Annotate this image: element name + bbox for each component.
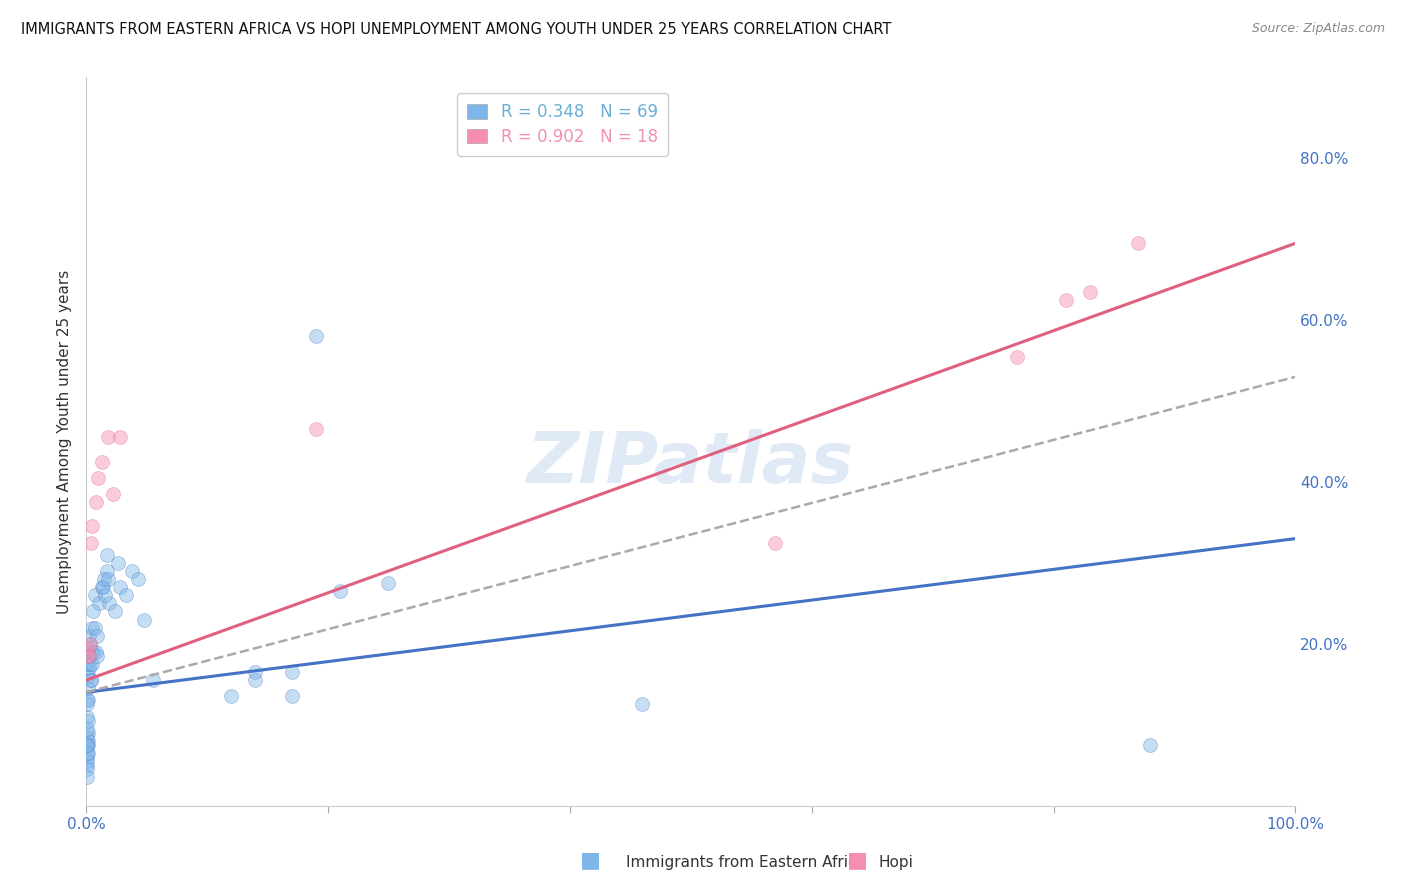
Point [80, 535, 103, 549]
Point [76, 762, 98, 776]
Text: Source: ZipAtlas.com: Source: ZipAtlas.com [1251, 22, 1385, 36]
Point [76, 709, 98, 723]
Point [77, 746, 100, 760]
Point [76, 750, 98, 764]
Point [80, 645, 103, 659]
Point [108, 580, 131, 594]
Point [96, 564, 118, 578]
Point [79, 657, 101, 671]
Point [77, 693, 100, 707]
Point [76, 746, 98, 760]
Point [87, 471, 110, 485]
Point [86, 648, 108, 663]
Point [80, 673, 103, 688]
Point [77, 738, 100, 752]
Point [77, 669, 100, 683]
Point [1078, 285, 1101, 299]
Point [104, 604, 127, 618]
Point [101, 487, 124, 501]
Point [76, 648, 98, 663]
Point [80, 673, 103, 688]
Point [77, 648, 100, 663]
Point [77, 648, 100, 663]
Point [377, 576, 399, 591]
Point [79, 637, 101, 651]
Point [77, 648, 100, 663]
Point [121, 564, 143, 578]
Point [82, 657, 104, 671]
Point [77, 734, 100, 748]
Point [142, 673, 165, 688]
Legend: R = 0.348   N = 69, R = 0.902   N = 18: R = 0.348 N = 69, R = 0.902 N = 18 [457, 93, 668, 156]
Point [765, 535, 787, 549]
Point [90, 455, 112, 469]
Point [108, 430, 131, 444]
Text: Immigrants from Eastern Africa: Immigrants from Eastern Africa [626, 855, 866, 870]
Point [1128, 236, 1150, 251]
Point [79, 637, 101, 651]
Point [97, 572, 120, 586]
Point [83, 621, 105, 635]
Point [76, 693, 98, 707]
Point [84, 645, 107, 659]
Point [82, 604, 104, 618]
Point [77, 714, 100, 728]
Point [97, 430, 120, 444]
Y-axis label: Unemployment Among Youth under 25 years: Unemployment Among Youth under 25 years [58, 269, 72, 614]
Point [329, 584, 352, 599]
Point [76, 726, 98, 740]
Text: ZIPatlas: ZIPatlas [527, 429, 855, 498]
Point [82, 519, 104, 533]
Point [305, 422, 328, 436]
Point [98, 596, 121, 610]
Point [84, 495, 107, 509]
Point [93, 572, 115, 586]
Point [86, 629, 108, 643]
Point [82, 621, 104, 635]
Text: ■: ■ [581, 850, 600, 870]
Point [91, 580, 114, 594]
Point [1054, 293, 1077, 307]
Point [82, 645, 104, 659]
Point [1139, 738, 1161, 752]
Point [76, 754, 98, 768]
Point [245, 673, 267, 688]
Point [76, 738, 98, 752]
Point [280, 690, 302, 704]
Point [90, 580, 112, 594]
Point [76, 738, 98, 752]
Point [631, 698, 654, 712]
Point [280, 665, 302, 679]
Point [77, 661, 100, 675]
Text: Hopi: Hopi [879, 855, 914, 870]
Point [94, 588, 117, 602]
Text: IMMIGRANTS FROM EASTERN AFRICA VS HOPI UNEMPLOYMENT AMONG YOUTH UNDER 25 YEARS C: IMMIGRANTS FROM EASTERN AFRICA VS HOPI U… [21, 22, 891, 37]
Point [107, 556, 129, 570]
Point [134, 613, 156, 627]
Point [96, 548, 118, 562]
Point [1007, 350, 1029, 364]
Point [115, 588, 138, 602]
Point [219, 690, 242, 704]
Point [305, 329, 328, 343]
Point [83, 588, 105, 602]
Point [77, 640, 100, 655]
Point [76, 730, 98, 744]
Point [76, 770, 98, 784]
Point [89, 596, 111, 610]
Point [76, 657, 98, 671]
Point [76, 758, 98, 772]
Text: ■: ■ [848, 850, 868, 870]
Point [127, 572, 149, 586]
Point [77, 681, 100, 696]
Point [76, 722, 98, 736]
Point [76, 698, 98, 712]
Point [77, 629, 100, 643]
Point [76, 645, 98, 659]
Point [245, 665, 267, 679]
